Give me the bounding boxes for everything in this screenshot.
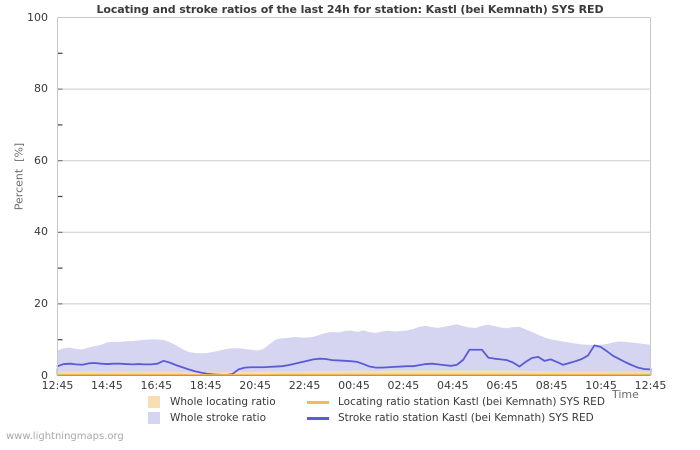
x-tick-label: 08:45 [535, 378, 568, 392]
legend-item-whole-locating-ratio: Whole locating ratio [148, 396, 306, 408]
x-tick-label: 12:45 [41, 378, 74, 392]
y-tick-label: 80 [34, 82, 48, 96]
y-tick-label: 20 [34, 296, 48, 310]
axis-ticks [56, 17, 652, 376]
x-tick-label: 16:45 [140, 378, 173, 392]
legend-label: Stroke ratio station Kastl (bei Kemnath)… [338, 412, 594, 424]
y-tick-label: 0 [41, 368, 48, 382]
data-series [56, 324, 652, 377]
x-tick-label: 04:45 [436, 378, 469, 392]
chart-legend: Whole locating ratio Locating ratio stat… [148, 394, 666, 426]
legend-label: Locating ratio station Kastl (bei Kemnat… [338, 396, 605, 408]
legend-item-locating-ratio-station: Locating ratio station Kastl (bei Kemnat… [306, 396, 666, 408]
legend-label: Whole stroke ratio [170, 412, 266, 424]
grid-lines [57, 17, 651, 305]
legend-swatch-box-icon [148, 396, 160, 408]
legend-label: Whole locating ratio [170, 396, 276, 408]
legend-swatch-box-icon [148, 412, 160, 424]
x-tick-label: 00:45 [338, 378, 370, 392]
x-tick-label: 14:45 [91, 378, 123, 392]
x-tick-label: 12:45 [634, 378, 667, 392]
y-tick-label: 100 [27, 10, 48, 24]
legend-row: Whole stroke ratio Stroke ratio station … [148, 410, 666, 426]
x-tick-label: 18:45 [189, 378, 222, 392]
legend-item-whole-stroke-ratio: Whole stroke ratio [148, 412, 306, 424]
x-tick-label: 10:45 [585, 378, 617, 392]
legend-swatch-line-icon [307, 400, 329, 404]
y-tick-label: 60 [34, 153, 48, 167]
chart-title: Locating and stroke ratios of the last 2… [96, 3, 604, 16]
legend-row: Whole locating ratio Locating ratio stat… [148, 394, 666, 410]
x-tick-label: 20:45 [239, 378, 271, 392]
legend-swatch-line-icon [307, 416, 329, 420]
y-tick-label: 40 [34, 225, 48, 239]
x-tick-label: 22:45 [288, 378, 321, 392]
x-axis-label: Time [612, 388, 639, 401]
x-tick-label: 02:45 [387, 378, 420, 392]
plot-frame [57, 17, 651, 376]
x-tick-label: 06:45 [486, 378, 519, 392]
watermark: www.lightningmaps.org [6, 431, 124, 442]
legend-item-stroke-ratio-station: Stroke ratio station Kastl (bei Kemnath)… [306, 412, 666, 424]
